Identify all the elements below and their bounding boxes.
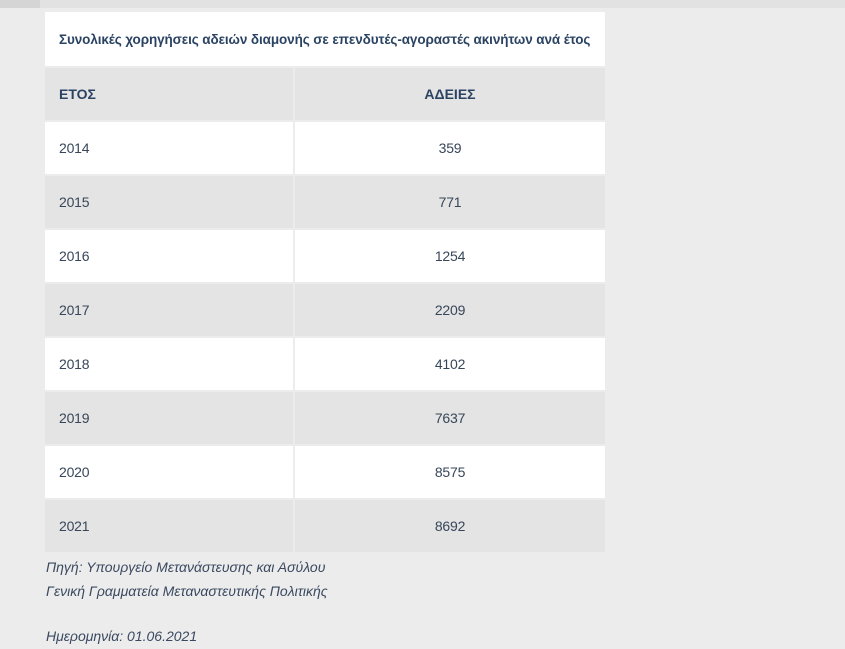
table-footer: Πηγή: Υπουργείο Μετανάστευσης και Ασύλου… xyxy=(46,555,328,648)
column-header-year: ΕΤΟΣ xyxy=(45,68,293,120)
permits-cell: 2209 xyxy=(295,284,605,336)
table-row: 2020 8575 xyxy=(45,446,605,498)
year-cell: 2015 xyxy=(45,176,293,228)
permits-cell: 8692 xyxy=(295,500,605,552)
year-cell: 2021 xyxy=(45,500,293,552)
table-row: 2018 4102 xyxy=(45,338,605,390)
permits-table: Συνολικές χορηγήσεις αδειών διαμονής σε … xyxy=(45,12,605,552)
source-line-1: Πηγή: Υπουργείο Μετανάστευσης και Ασύλου xyxy=(46,559,326,575)
table-row: 2017 2209 xyxy=(45,284,605,336)
year-cell: 2019 xyxy=(45,392,293,444)
table-row: 2014 359 xyxy=(45,122,605,174)
horizontal-scrollbar-thumb[interactable] xyxy=(0,0,40,8)
source-line-2: Γενική Γραμματεία Μεταναστευτικής Πολιτι… xyxy=(46,583,328,599)
permits-cell: 7637 xyxy=(295,392,605,444)
year-cell: 2014 xyxy=(45,122,293,174)
permits-cell: 4102 xyxy=(295,338,605,390)
table-row: 2021 8692 xyxy=(45,500,605,552)
horizontal-scrollbar-track xyxy=(0,0,845,8)
table-row: 2015 771 xyxy=(45,176,605,228)
table-body: 2014 359 2015 771 2016 1254 2017 2209 2018 4102 20… xyxy=(45,122,605,552)
permits-cell: 1254 xyxy=(295,230,605,282)
permits-cell: 771 xyxy=(295,176,605,228)
column-header-permits: ΑΔΕΙΕΣ xyxy=(295,68,605,120)
permits-cell: 359 xyxy=(295,122,605,174)
date-line: Ημερομηνία: 01.06.2021 xyxy=(46,628,198,644)
table-title: Συνολικές χορηγήσεις αδειών διαμονής σε … xyxy=(59,31,591,47)
year-cell: 2020 xyxy=(45,446,293,498)
year-cell: 2018 xyxy=(45,338,293,390)
table-title-row: Συνολικές χορηγήσεις αδειών διαμονής σε … xyxy=(45,12,605,66)
table-row: 2016 1254 xyxy=(45,230,605,282)
table-header-row: ΕΤΟΣ ΑΔΕΙΕΣ xyxy=(45,68,605,120)
year-cell: 2016 xyxy=(45,230,293,282)
table-row: 2019 7637 xyxy=(45,392,605,444)
permits-cell: 8575 xyxy=(295,446,605,498)
year-cell: 2017 xyxy=(45,284,293,336)
